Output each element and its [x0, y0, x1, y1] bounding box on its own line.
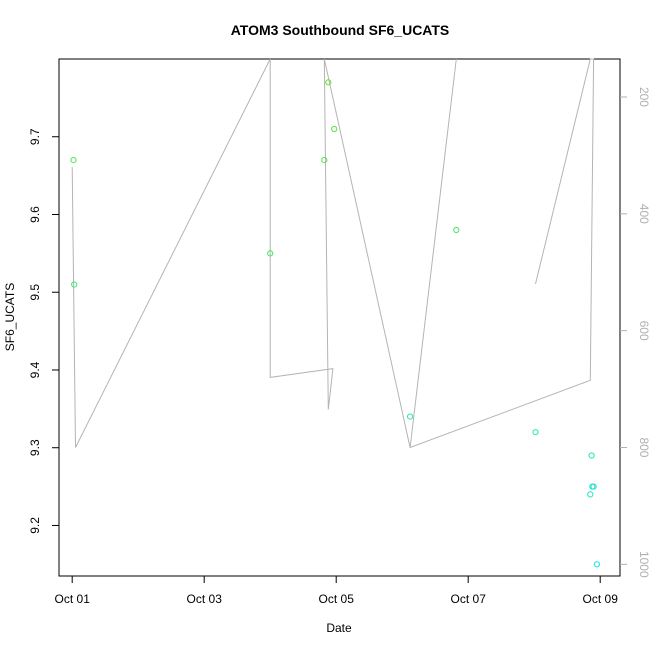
y-tick-label: 9.6	[28, 206, 42, 223]
x-tick-label: Oct 09	[583, 592, 619, 606]
y-tick-label: 9.2	[28, 517, 42, 534]
y-tick-label: 9.3	[28, 439, 42, 456]
data-point	[407, 413, 414, 420]
data-point	[590, 483, 597, 490]
pressure-line-group	[71, 58, 595, 449]
y-tick-label: 9.5	[28, 284, 42, 301]
data-points-group	[70, 79, 601, 568]
y-axis-title: SF6_UCATS	[3, 283, 17, 351]
data-point	[588, 452, 595, 459]
data-point	[325, 79, 332, 86]
data-point	[587, 491, 594, 498]
data-point	[331, 125, 338, 133]
data-point	[71, 281, 78, 288]
x-tick-label: Oct 03	[187, 592, 223, 606]
x-axis-title: Date	[326, 621, 352, 635]
y-tick-label: 9.7	[28, 128, 42, 145]
data-point	[70, 157, 77, 164]
x-tick-label: Oct 01	[55, 592, 91, 606]
x-tick-label: Oct 07	[451, 592, 487, 606]
y2-tick-label: 600	[637, 321, 650, 341]
chart-title: ATOM3 Southbound SF6_UCATS	[231, 22, 450, 38]
x-tick-label: Oct 05	[319, 592, 355, 606]
y2-tick-label: 800	[637, 437, 650, 457]
data-point	[593, 561, 601, 568]
data-point	[267, 250, 274, 257]
y-tick-label: 9.4	[28, 361, 42, 378]
y2-tick-label: 400	[637, 204, 650, 224]
plot-frame	[58, 58, 621, 577]
data-point	[532, 429, 539, 436]
data-point	[321, 157, 328, 164]
data-point	[453, 226, 460, 234]
y-axis: 9.2 9.3 9.4 9.5 9.6 9.7	[28, 128, 59, 534]
y2-tick-label: 200	[637, 87, 650, 107]
y2-tick-label: 1000	[637, 551, 650, 578]
pressure-line	[71, 58, 595, 449]
secondary-y-axis: 200 400 600 800 1000	[620, 87, 650, 578]
x-axis: Oct 01 Oct 03 Oct 05 Oct 07 Oct 09	[55, 576, 619, 606]
